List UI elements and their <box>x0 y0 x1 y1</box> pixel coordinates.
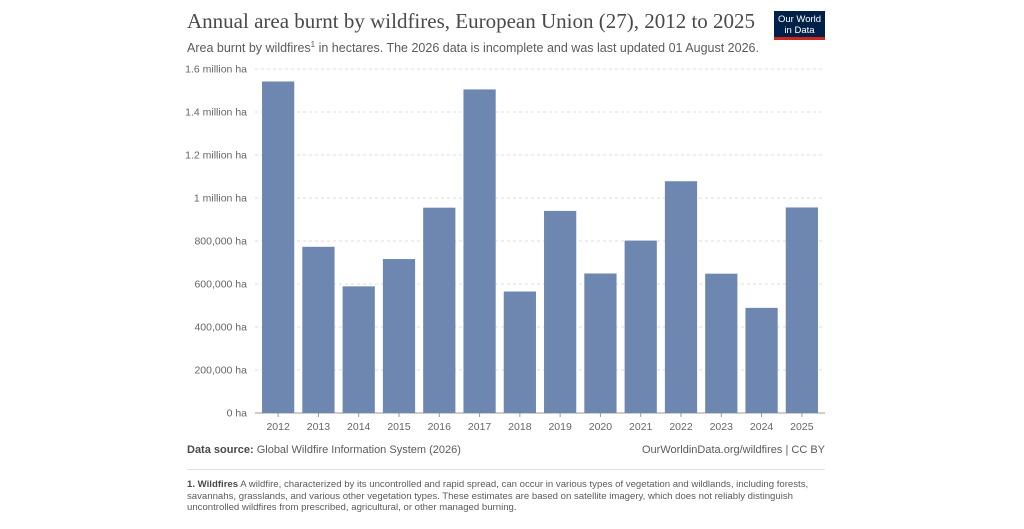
x-tick-label: 2015 <box>387 421 411 433</box>
y-tick-label: 800,000 ha <box>194 236 247 248</box>
bar-2014[interactable] <box>342 286 375 413</box>
source-text[interactable]: Global Wildfire Information System (2026… <box>253 444 461 456</box>
bar-2016[interactable] <box>423 207 456 413</box>
footer-divider <box>187 469 825 470</box>
bar-2023[interactable] <box>705 273 738 413</box>
logo-line-2: in Data <box>784 25 815 36</box>
data-source: Data source: Global Wildfire Information… <box>187 444 461 456</box>
bar-2012[interactable] <box>262 81 295 413</box>
x-tick-label: 2020 <box>589 421 613 433</box>
subtitle-text-rest: in hectares. The 2026 data is incomplete… <box>315 41 759 56</box>
bar-2018[interactable] <box>503 291 536 413</box>
bar-2022[interactable] <box>664 181 698 413</box>
subtitle-text: Area burnt by wildfires <box>187 41 311 56</box>
chart-title: Annual area burnt by wildfires, European… <box>187 9 756 33</box>
gridlines <box>255 68 825 414</box>
x-tick-label: 2023 <box>710 421 734 433</box>
credit-link[interactable]: OurWorldinData.org/wildfires | CC BY <box>642 444 825 456</box>
x-tick-label: 2025 <box>790 421 814 433</box>
chart-subtitle: Area burnt by wildfires1 in hectares. Th… <box>187 40 759 55</box>
y-tick-label: 200,000 ha <box>194 365 247 377</box>
footnote-text: A wildfire, characterized by its uncontr… <box>187 479 809 513</box>
x-tick-label: 2019 <box>548 421 572 433</box>
x-tick-label: 2017 <box>468 421 492 433</box>
bar-2020[interactable] <box>584 273 617 413</box>
bar-2025[interactable] <box>785 207 818 413</box>
x-tick-label: 2022 <box>669 421 693 433</box>
bar-chart: 0 ha 200,000 ha 400,000 ha 600,000 ha 800,00… <box>185 64 825 433</box>
y-tick-label: 400,000 ha <box>194 322 247 334</box>
x-tick-label: 2016 <box>428 421 452 433</box>
y-tick-label: 1.4 million ha <box>185 107 247 119</box>
x-tick-label: 2018 <box>508 421 532 433</box>
x-tick-label: 2021 <box>629 421 653 433</box>
source-label: Data source: <box>187 444 254 456</box>
y-tick-label: 600,000 ha <box>194 279 247 291</box>
footnote-term: 1. Wildfires <box>187 479 239 490</box>
x-axis: 2012 2013 2014 2015 2016 2017 2018 2019 2020 2021… <box>266 413 814 433</box>
footnote-marker[interactable]: 1 <box>310 40 316 49</box>
y-tick-label: 1 million ha <box>194 193 247 205</box>
y-tick-label: 1.6 million ha <box>185 64 247 76</box>
bar-2013[interactable] <box>302 246 335 413</box>
y-tick-label: 1.2 million ha <box>185 150 247 162</box>
bar-2021[interactable] <box>624 240 657 413</box>
logo-line-1: Our World <box>777 14 822 25</box>
bar-2019[interactable] <box>544 210 577 413</box>
footnote: 1. Wildfires A wildfire, characterized b… <box>187 479 827 514</box>
x-tick-label: 2014 <box>347 421 371 433</box>
bar-2024[interactable] <box>745 307 778 413</box>
y-axis: 0 ha 200,000 ha 400,000 ha 600,000 ha 800,00… <box>185 64 247 420</box>
x-tick-label: 2024 <box>750 421 774 433</box>
x-tick-label: 2013 <box>307 421 331 433</box>
bars <box>262 81 818 414</box>
x-tick-label: 2012 <box>266 421 290 433</box>
owid-logo[interactable]: Our World in Data <box>774 11 825 40</box>
bar-2015[interactable] <box>382 259 416 413</box>
y-tick-label: 0 ha <box>227 408 248 420</box>
bar-2017[interactable] <box>463 89 496 414</box>
